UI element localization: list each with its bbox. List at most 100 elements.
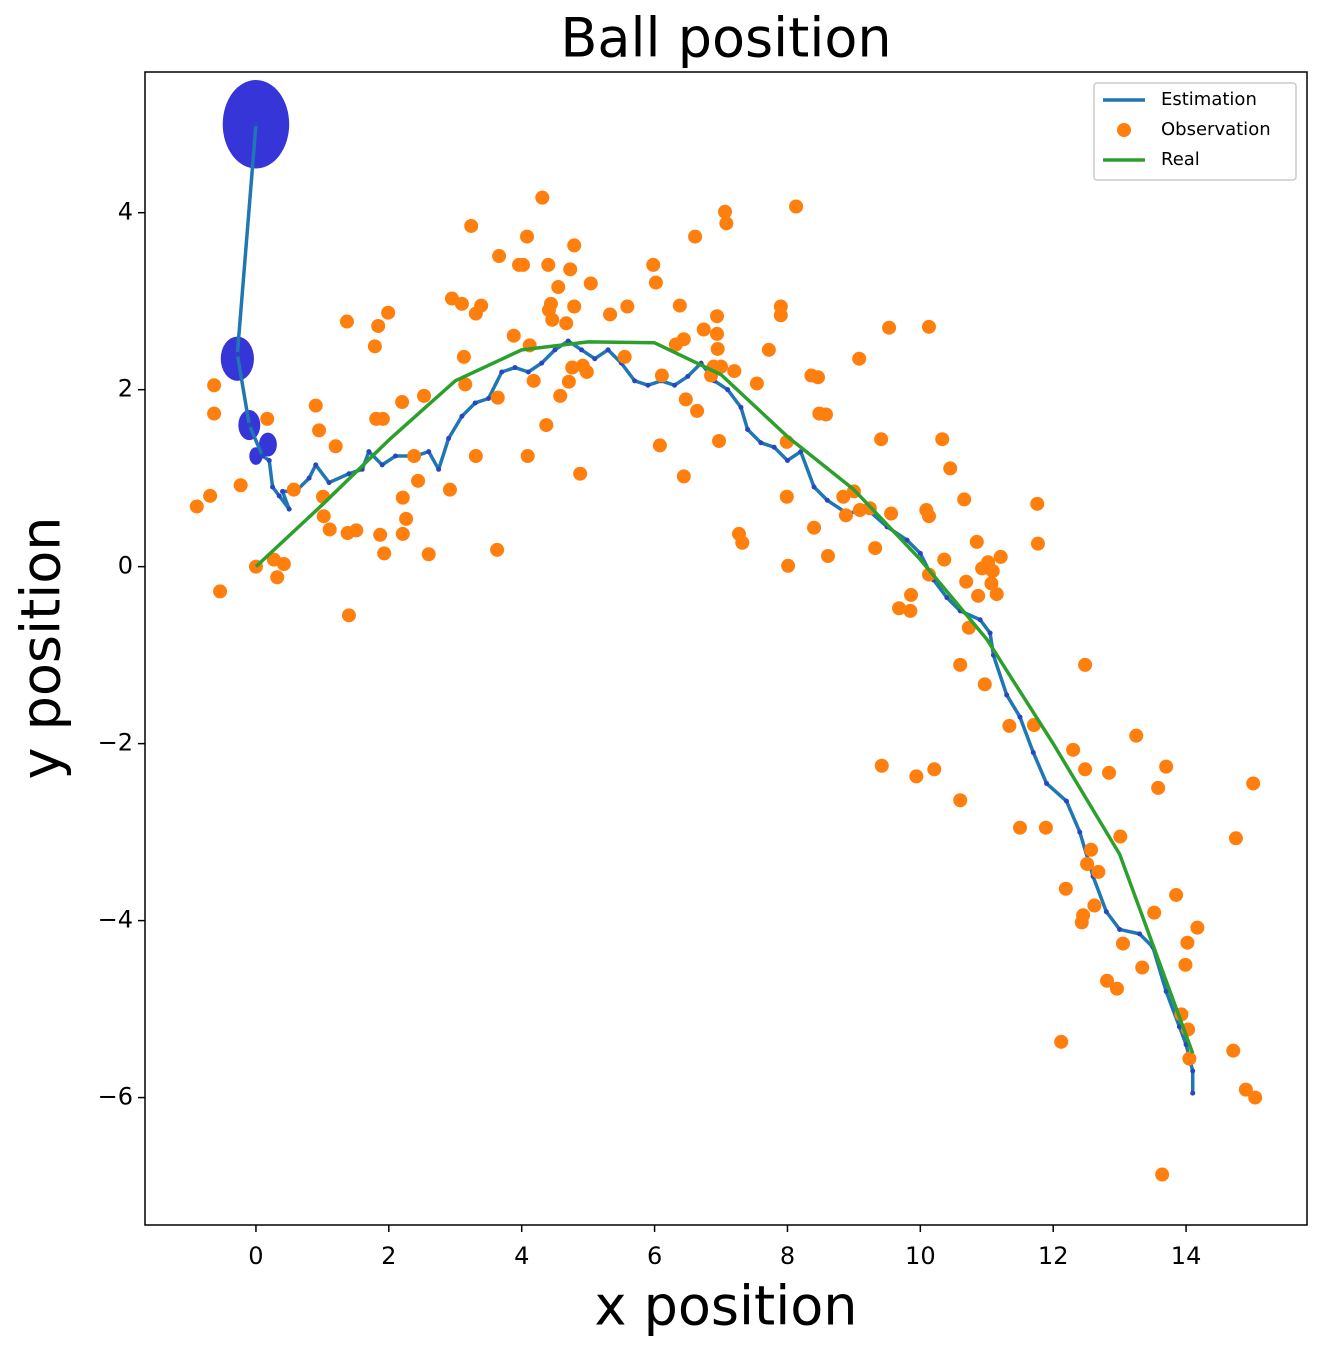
observation-point [969,534,984,549]
observation-point [417,388,432,403]
line-vertex [270,484,276,490]
observation-point [1078,657,1093,672]
observation-point [551,280,566,295]
observation-point [395,395,410,410]
observation-point [688,229,703,244]
line-vertex [326,480,332,486]
observation-point [921,509,936,524]
observation-point [207,406,222,421]
observation-point [339,314,354,329]
observation-point [1147,905,1162,920]
observation-point [1002,718,1017,733]
line-vertex [446,435,452,441]
line-vertex [824,497,830,503]
observation-point [349,523,364,538]
observation-point [381,305,396,320]
observation-point [213,584,228,599]
observation-point [468,449,483,464]
observation-point [603,307,618,322]
line-vertex [472,400,478,406]
line-vertex [1117,926,1123,932]
x-tick-label: 10 [905,1242,936,1270]
observation-point [977,677,992,692]
line-vertex [499,369,505,375]
observation-point [714,359,729,374]
line-vertex [253,121,259,127]
observation-point [207,378,222,393]
y-axis-label: y position [10,516,73,779]
observation-point [189,499,204,514]
observation-point [993,549,1008,564]
legend-box [1093,82,1297,181]
observation-point [516,257,531,272]
legend-swatch [1117,123,1131,137]
line-vertex [1163,988,1169,994]
observation-point [373,527,388,542]
observation-point [1178,957,1193,972]
observation-point [567,238,582,253]
observation-point [1238,1082,1253,1097]
line-vertex [672,382,678,388]
observation-point [820,549,835,564]
observation-point [490,390,505,405]
observation-point [341,608,356,623]
observation-point [773,308,788,323]
observation-point [1087,898,1102,913]
observation-point [1151,780,1166,795]
observation-point [322,522,337,537]
observation-point [852,351,867,366]
observation-point [927,762,942,777]
line-vertex [1077,829,1083,835]
observation-point [1228,831,1243,846]
line-vertex [917,550,923,556]
y-tick-label: −4 [98,906,133,934]
line-vertex [1044,780,1050,786]
legend-label: Observation [1161,119,1271,140]
observation-point [1054,1034,1069,1049]
observation-point [454,296,469,311]
line-vertex [276,493,282,499]
observation-point [874,432,889,447]
observation-point [1246,776,1261,791]
observation-point [233,478,248,493]
observation-point [541,257,556,272]
line-vertex [1190,1068,1196,1074]
observation-point [971,588,986,603]
observation-point [646,257,661,272]
line-vertex [512,365,518,371]
line-vertex [260,453,266,459]
observation-point [490,542,505,557]
x-tick-label: 12 [1038,1242,1069,1270]
line-vertex [1017,714,1023,720]
line-vertex [758,440,764,446]
observation-point [371,318,386,333]
line-vertex [645,382,651,388]
legend-label: Real [1161,149,1200,170]
observation-point [735,535,750,550]
line-vertex [904,537,910,543]
line-vertex [1030,749,1036,755]
y-tick-label: −6 [98,1083,133,1111]
observation-point [696,322,711,337]
observation-point [727,364,742,379]
line-vertex [313,462,319,468]
observation-point [1084,842,1099,857]
line-vertex [605,347,611,353]
legend-label: Estimation [1161,89,1257,110]
observation-point [399,511,414,526]
observation-point [985,564,1000,579]
observation-point [1102,765,1117,780]
observation-point [953,657,968,672]
observation-point [1038,820,1053,835]
y-tick-label: 2 [118,375,133,403]
observation-point [921,567,936,582]
line-vertex [944,595,950,601]
observation-point [921,319,936,334]
line-vertex [784,457,790,463]
line-vertex [592,356,598,362]
observation-point [506,328,521,343]
observation-point [909,769,924,784]
observation-point [836,489,851,504]
observation-point [526,373,541,388]
line-vertex [459,413,465,419]
